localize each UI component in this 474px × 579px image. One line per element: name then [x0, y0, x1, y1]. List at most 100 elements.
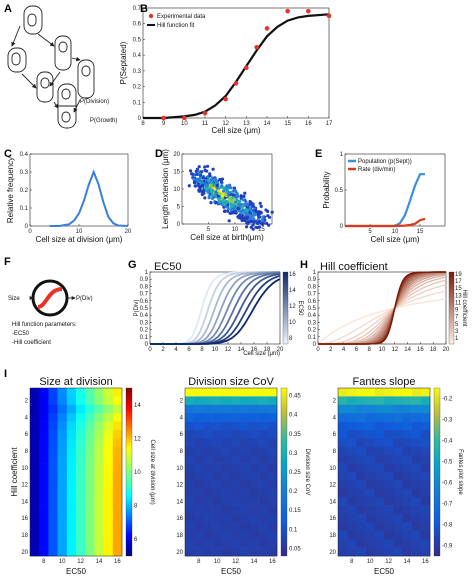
i2-cell [221, 480, 232, 490]
i2-cell [221, 438, 232, 448]
i1-cell [66, 463, 77, 473]
i3-cell [384, 388, 394, 397]
i2-cell [221, 388, 232, 397]
d-data-point [233, 210, 237, 214]
i1-cell [57, 430, 68, 439]
i2-cell [221, 430, 232, 439]
b-data-point [285, 8, 290, 14]
i3-colorbar-tick: -0.9 [442, 544, 453, 550]
i3-cell [365, 421, 376, 431]
i3-cell [347, 421, 357, 431]
d-data-point [233, 189, 238, 193]
i3-cell [365, 472, 376, 481]
i2-cell [185, 421, 195, 431]
i3-cell [347, 430, 357, 439]
d-data-point [205, 187, 209, 191]
g-xtick-label: 14 [238, 347, 245, 353]
i2-cell [212, 472, 223, 481]
i2-cell [203, 421, 213, 431]
i3-cell [420, 388, 431, 397]
b-ytick-label: 0 [138, 116, 142, 122]
i2-cell [212, 539, 223, 548]
b-xtick-label: 17 [326, 121, 333, 127]
i1-cell [103, 497, 114, 506]
i3-cell [347, 438, 357, 448]
i1-cell [66, 455, 77, 464]
g-ytick-label: 0.1 [140, 335, 149, 341]
i1-cell [30, 438, 40, 448]
i1-cell [66, 421, 77, 431]
i3-cell [411, 488, 422, 498]
i3-xtick-label: 12 [385, 559, 392, 565]
d-data-point [192, 180, 197, 184]
i3-cell [402, 455, 412, 464]
i2-cell [221, 514, 232, 523]
arrow-7 [53, 101, 59, 109]
b-xlabel: Cell size (μm) [211, 126, 260, 135]
i1-cell [103, 438, 114, 448]
g-xtick-label: 6 [187, 347, 191, 353]
i2-cell [258, 446, 269, 456]
b-data-point [161, 115, 166, 121]
i1-cell [57, 455, 68, 464]
d-data-point [203, 196, 207, 200]
i1-cell [112, 463, 123, 473]
i2-cell [212, 514, 223, 523]
b-legend-exp: Experimental data [157, 14, 206, 20]
arrow-3 [21, 73, 37, 89]
i1-cell [66, 438, 77, 448]
i3-cell [365, 539, 376, 548]
i3-cell [374, 488, 385, 498]
d-data-point [227, 191, 231, 195]
i1-cell [76, 514, 86, 523]
i2-cell [267, 413, 278, 422]
i1-cell [57, 404, 68, 414]
i2-cell [212, 463, 223, 473]
i3-cell [420, 463, 431, 473]
i1-cell [112, 530, 123, 540]
i1-cell [85, 430, 95, 439]
d-data-point [200, 184, 204, 188]
e-ytick-label: 0 [340, 224, 344, 230]
i1-frame [29, 387, 123, 557]
i3-ytick-label: 4 [333, 415, 337, 421]
i2-cell [231, 522, 241, 532]
d-data-point [209, 201, 213, 205]
g-colorbar-label: EC50 [297, 300, 303, 316]
i3-cell [365, 413, 376, 422]
d-data-point [219, 180, 223, 184]
i2-cell [231, 472, 241, 481]
i1-title: Size at division [39, 376, 112, 388]
i2-cell [185, 404, 195, 414]
i1-cell [112, 455, 123, 464]
d-data-point [223, 202, 227, 206]
i1-cell [103, 413, 114, 422]
i3-cell [374, 446, 385, 456]
i2-cell [194, 388, 204, 397]
i1-cell [30, 446, 40, 456]
i3-cell [338, 455, 348, 464]
i2-title: Division size CoV [188, 376, 274, 388]
i3-cell [347, 497, 357, 506]
i1-cell [103, 488, 114, 498]
i2-cell [194, 472, 204, 481]
i3-cell [393, 547, 403, 557]
i3-cell [411, 438, 422, 448]
i2-cell [194, 497, 204, 506]
i1-cell [57, 547, 68, 557]
d-ytick-label: 20 [173, 152, 180, 158]
i3-cell [356, 480, 366, 490]
h-xtick-label: 12 [391, 347, 398, 353]
i1-cell [85, 480, 95, 490]
i1-ytick-label: 8 [25, 449, 29, 455]
e-ylabel: Probability [322, 171, 331, 208]
i1-cell [112, 421, 123, 431]
b-data-point [182, 115, 187, 121]
d-data-point [241, 209, 245, 213]
f-param-hill: -Hill coefficient [12, 340, 51, 346]
c-ytick-label: 0 [25, 224, 29, 230]
i1-cell [94, 388, 104, 397]
i2-cell [203, 480, 213, 490]
i3-cell [356, 438, 366, 448]
i1-cell [57, 438, 68, 448]
